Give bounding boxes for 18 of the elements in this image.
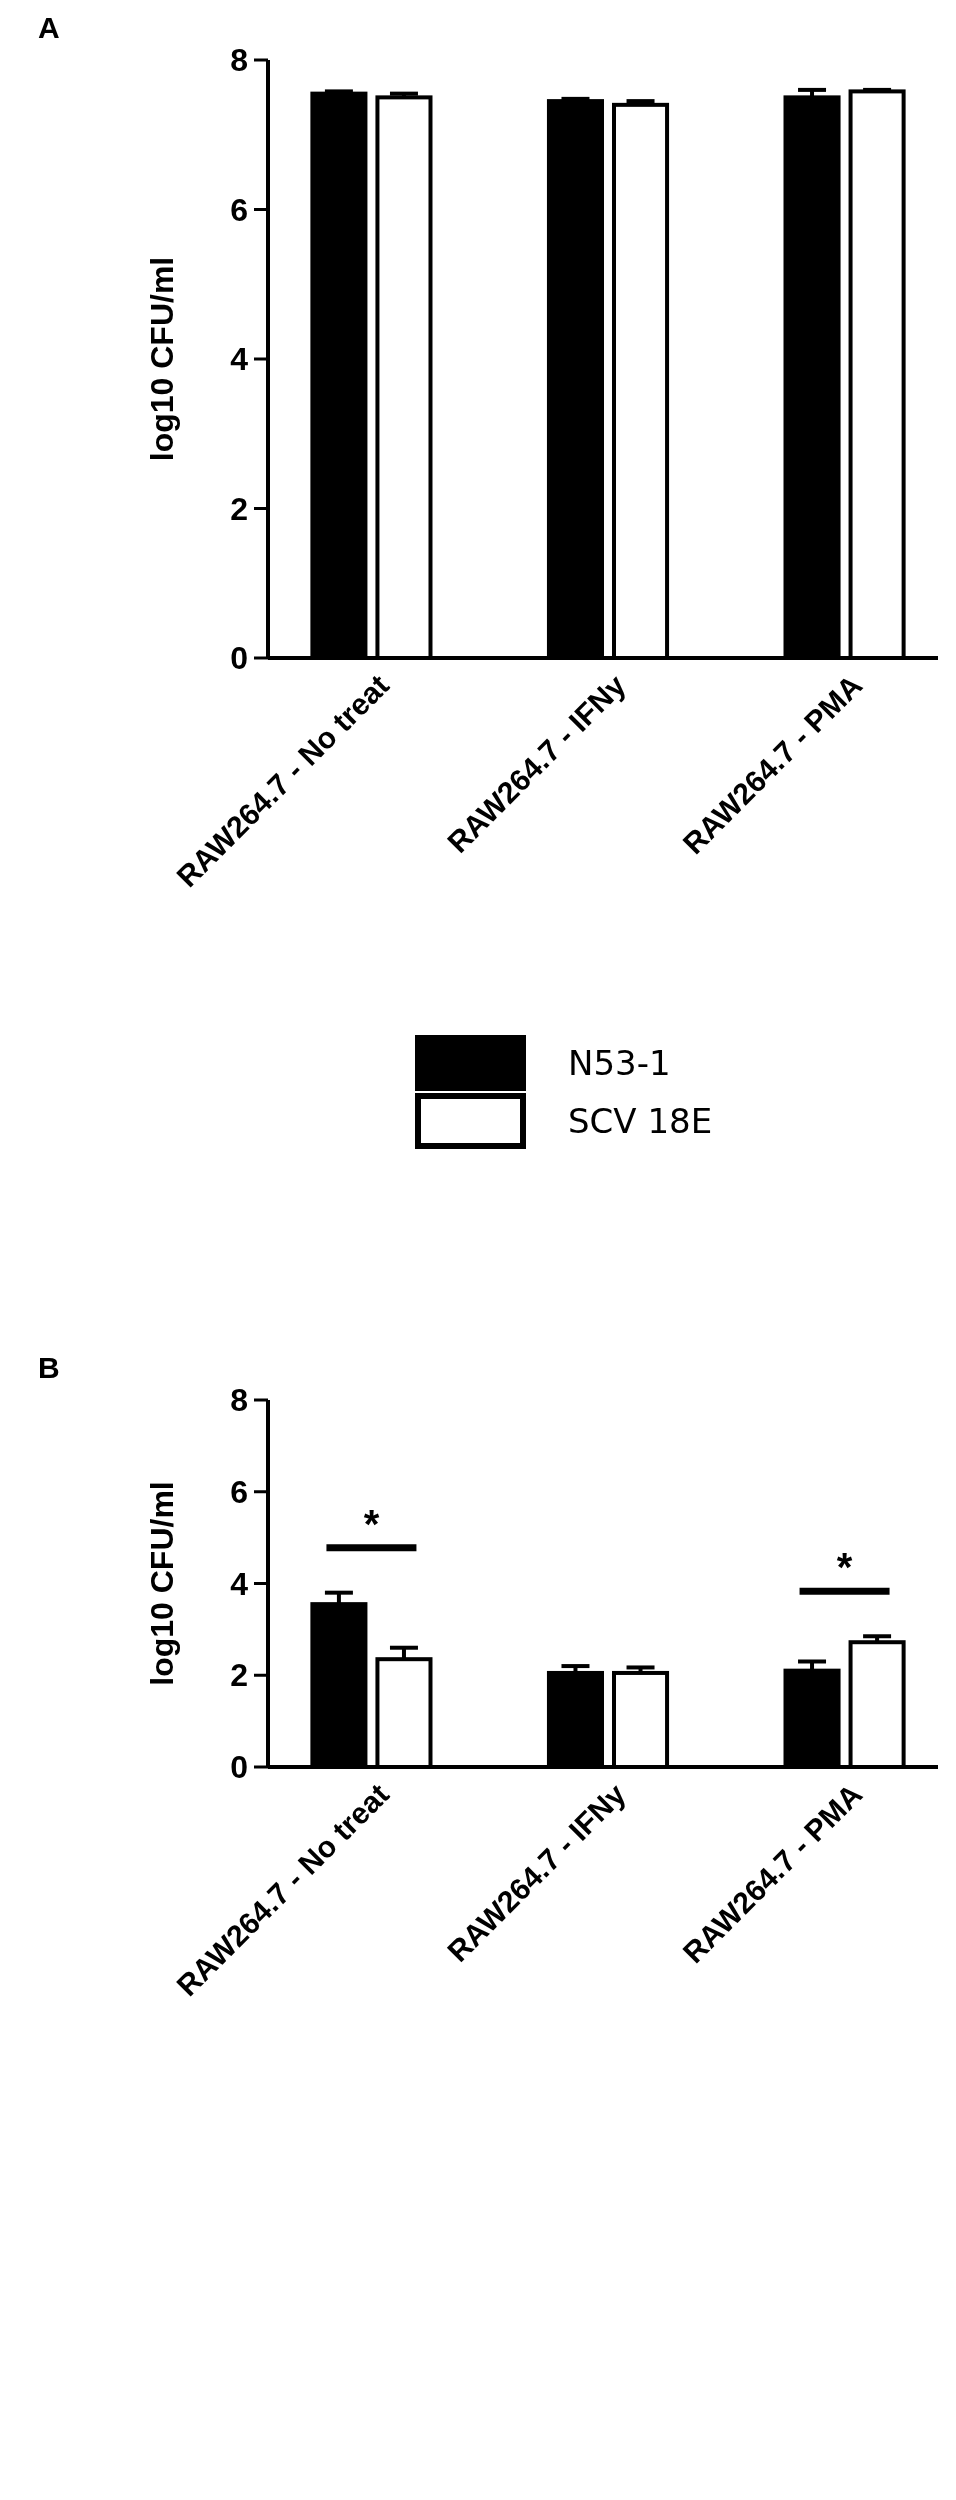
y-tick-label: 2 (230, 1657, 248, 1694)
y-tick-label: 6 (230, 191, 248, 228)
legend-label: N53-1 (568, 1042, 671, 1083)
y-tick-label: 4 (230, 1565, 249, 1602)
y-tick-label: 8 (230, 1382, 248, 1419)
y-tick-label: 0 (230, 640, 248, 677)
legend-label: SCV 18E (568, 1100, 713, 1141)
y-axis-title: log10 CFU/ml (144, 1481, 180, 1686)
chart-title: A (38, 11, 60, 44)
y-tick-label: 4 (230, 341, 249, 378)
chart-title: B (38, 1351, 60, 1384)
y-tick-label: 6 (230, 1473, 248, 1510)
y-axis-title: log10 CFU/ml (144, 256, 180, 462)
y-tick-label: 0 (230, 1749, 248, 1786)
y-tick-label: 8 (230, 42, 248, 79)
y-tick-label: 2 (230, 490, 248, 527)
annotation: * (363, 1501, 380, 1546)
annotation: * (836, 1545, 853, 1590)
